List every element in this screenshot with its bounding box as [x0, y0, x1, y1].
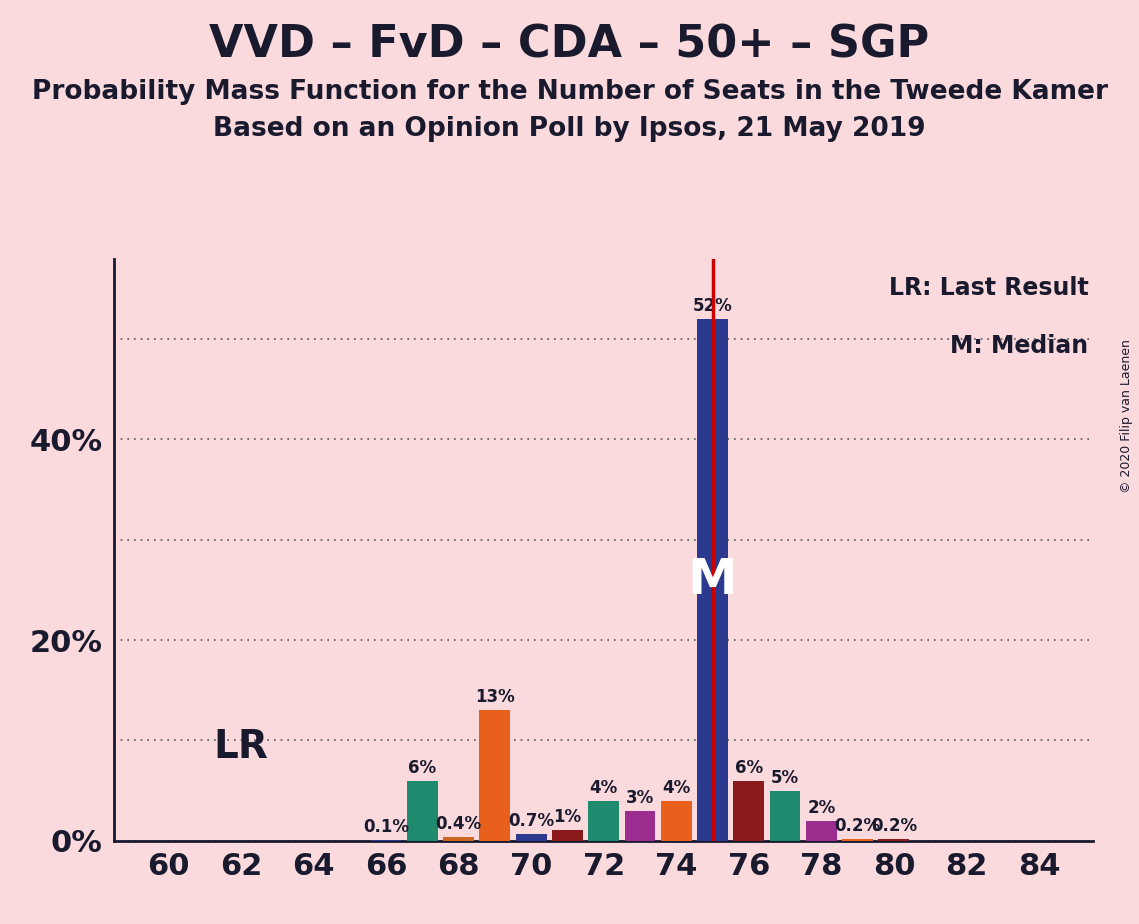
Bar: [407, 781, 437, 841]
Text: M: Median: M: Median: [950, 334, 1089, 359]
Text: 1%: 1%: [554, 808, 581, 826]
Text: 13%: 13%: [475, 688, 515, 706]
Text: 6%: 6%: [735, 759, 763, 776]
Text: LR: LR: [213, 727, 269, 766]
Bar: [734, 781, 764, 841]
Text: 3%: 3%: [625, 789, 654, 807]
Text: 0.1%: 0.1%: [363, 818, 409, 836]
Bar: [624, 810, 655, 841]
Text: 0.2%: 0.2%: [871, 817, 917, 834]
Bar: [878, 839, 909, 841]
Bar: [588, 801, 620, 841]
Text: LR: Last Result: LR: Last Result: [888, 276, 1089, 300]
Bar: [370, 840, 401, 841]
Text: VVD – FvD – CDA – 50+ – SGP: VVD – FvD – CDA – 50+ – SGP: [210, 23, 929, 67]
Text: 52%: 52%: [693, 297, 732, 315]
Text: 0.7%: 0.7%: [508, 812, 555, 830]
Text: 0.4%: 0.4%: [435, 815, 482, 833]
Bar: [480, 711, 510, 841]
Text: 5%: 5%: [771, 769, 800, 786]
Bar: [697, 319, 728, 841]
Text: M: M: [688, 556, 737, 604]
Text: Probability Mass Function for the Number of Seats in the Tweede Kamer: Probability Mass Function for the Number…: [32, 79, 1107, 104]
Text: 0.2%: 0.2%: [835, 817, 880, 834]
Bar: [842, 839, 874, 841]
Text: 4%: 4%: [662, 779, 690, 796]
Bar: [516, 833, 547, 841]
Bar: [770, 791, 801, 841]
Text: 6%: 6%: [408, 759, 436, 776]
Text: © 2020 Filip van Laenen: © 2020 Filip van Laenen: [1121, 339, 1133, 492]
Bar: [552, 830, 583, 841]
Bar: [806, 821, 837, 841]
Text: 2%: 2%: [808, 798, 836, 817]
Text: Based on an Opinion Poll by Ipsos, 21 May 2019: Based on an Opinion Poll by Ipsos, 21 Ma…: [213, 116, 926, 141]
Text: 4%: 4%: [590, 779, 617, 796]
Bar: [661, 801, 691, 841]
Bar: [443, 837, 474, 841]
